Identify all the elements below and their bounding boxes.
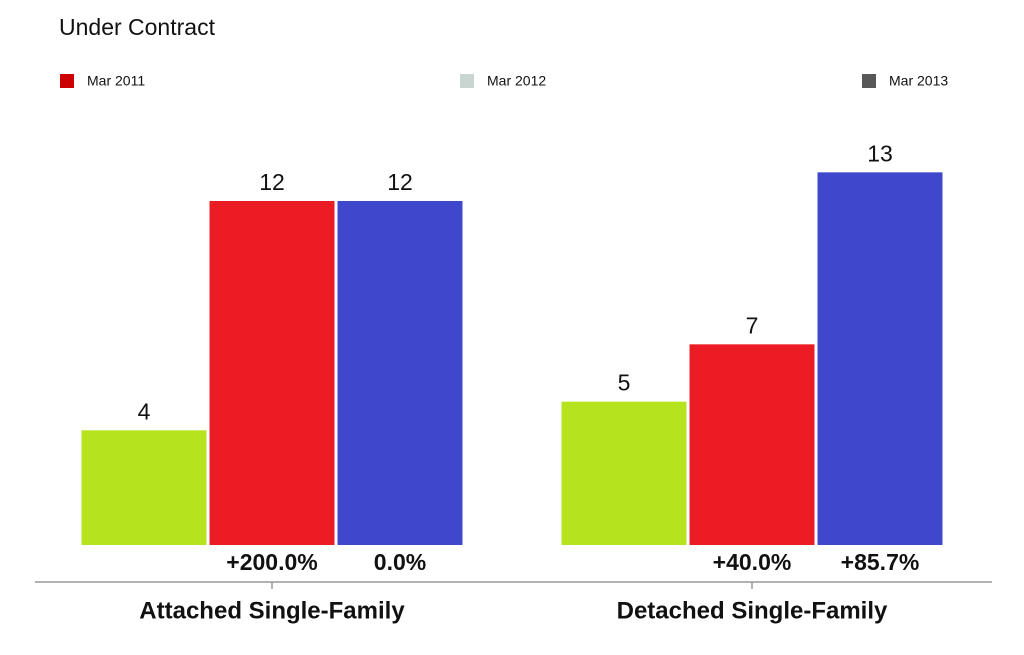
change-label: +40.0% [713,549,792,575]
bar [81,430,207,545]
legend-swatch [862,74,876,88]
x-tick-label: Detached Single-Family [617,597,888,624]
chart-title: Under Contract [59,14,216,40]
bar [337,201,463,545]
legend-swatch [60,74,74,88]
bar [561,401,687,545]
change-label: +200.0% [226,549,317,575]
value-label: 7 [746,312,759,338]
x-tick-label: Attached Single-Family [139,597,405,624]
bar [689,344,815,545]
value-label: 13 [867,140,893,166]
bar [209,201,335,545]
change-label: +85.7% [841,549,920,575]
value-label: 4 [138,398,151,424]
bar [817,172,943,546]
value-label: 12 [387,169,413,195]
legend-swatch [460,74,474,88]
legend-label: Mar 2012 [487,73,546,89]
legend-label: Mar 2013 [889,73,948,89]
value-label: 12 [259,169,285,195]
value-label: 5 [618,370,631,396]
change-label: 0.0% [374,549,426,575]
legend-label: Mar 2011 [87,73,145,89]
